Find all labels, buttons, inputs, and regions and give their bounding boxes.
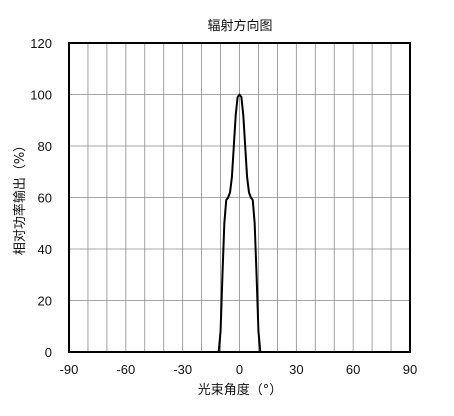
x-tick-label: -90 [60,362,79,377]
y-tick-label: 0 [45,345,52,360]
y-tick-label: 100 [30,88,52,103]
y-tick-label: 20 [38,294,52,309]
series-layer [69,93,410,353]
x-tick-label: 30 [289,362,303,377]
x-axis-title: 光束角度（°） [198,382,283,398]
y-tick-label: 80 [38,139,52,154]
y-axis-ticks: 0 20 40 60 80 100 120 [30,36,52,360]
plot-frame [68,42,411,353]
y-axis-title: 相对功率输出（%） [12,139,28,255]
x-tick-label: 60 [346,362,360,377]
x-tick-label: -30 [173,362,192,377]
x-tick-label: 0 [236,362,243,377]
x-axis-ticks: -90 -60 -30 0 30 60 90 [60,362,418,377]
series-line [69,93,410,353]
x-tick-label: 90 [403,362,417,377]
y-tick-label: 120 [30,36,52,51]
y-tick-label: 40 [38,242,52,257]
chart-title: 辐射方向图 [207,18,272,34]
y-tick-label: 60 [38,191,52,206]
grid [68,42,411,353]
x-tick-label: -60 [116,362,135,377]
